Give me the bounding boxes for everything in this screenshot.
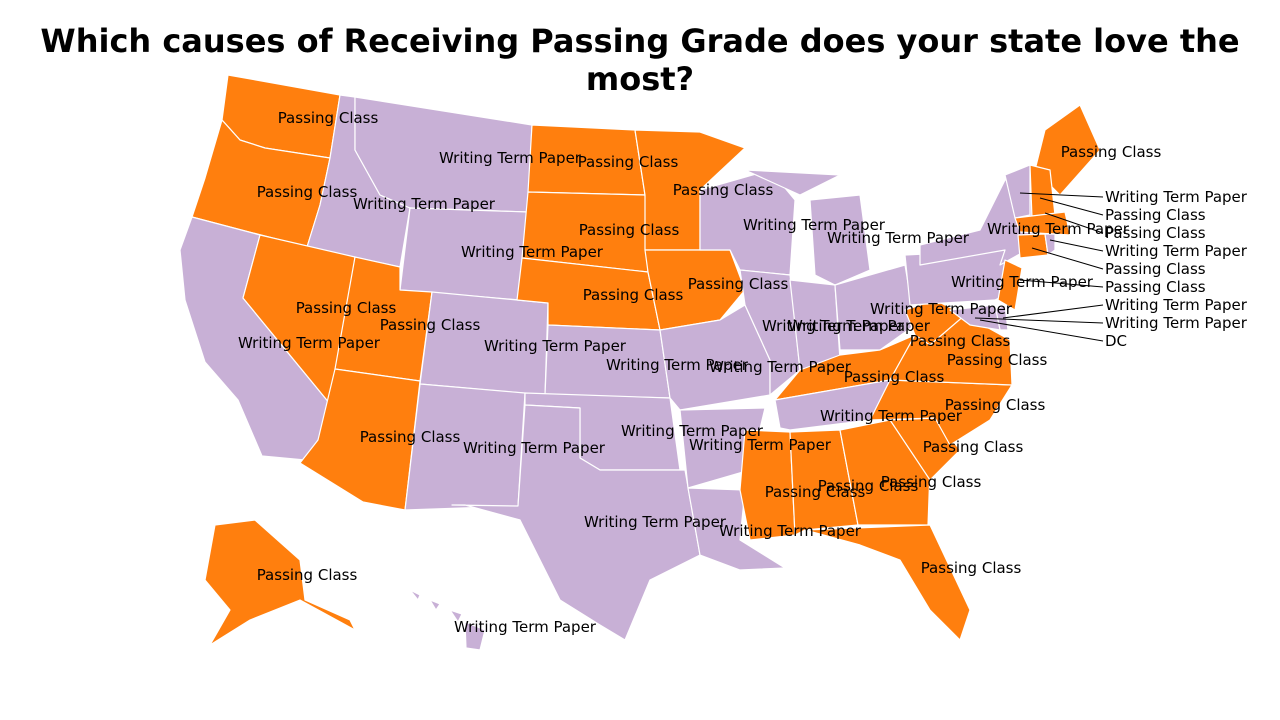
state-label-ia: Passing Class [688,275,789,293]
state-label-tx: Writing Term Paper [584,513,727,531]
state-shape-nj [997,259,1023,311]
state-shape-fl [804,524,971,641]
state-label-ga: Passing Class [881,473,982,491]
state-label-mn: Passing Class [673,181,774,199]
state-label-id: Writing Term Paper [353,195,496,213]
state-label-dc: DC [1105,332,1127,350]
leader-lines [974,192,1104,342]
state-label-nv: Passing Class [296,299,397,317]
state-label-nj: Passing Class [1105,278,1206,296]
state-label-or: Passing Class [257,183,358,201]
title-line-2: most? [585,60,695,98]
leader-line-md [974,317,1104,324]
state-label-ne: Passing Class [583,286,684,304]
state-label-mt: Writing Term Paper [439,149,582,167]
state-label-ri: Writing Term Paper [1105,242,1248,260]
state-label-vt: Writing Term Paper [1105,188,1248,206]
leader-line-vt [1019,192,1104,198]
state-label-mi: Writing Term Paper [827,229,970,247]
state-label-ct: Passing Class [1105,260,1206,278]
state-label-pa: Writing Term Paper [951,273,1094,291]
state-label-ks: Writing Term Paper [606,356,749,374]
state-shape-tx [451,404,701,641]
leader-line-ri [1049,239,1104,252]
map-title: Which causes of Receiving Passing Grade … [0,22,1280,98]
state-label-wa: Passing Class [278,109,379,127]
state-shape-vt [1004,164,1031,219]
state-label-nm: Writing Term Paper [463,439,606,457]
state-label-nd: Passing Class [578,153,679,171]
state-label-me: Passing Class [1061,143,1162,161]
state-label-ny: Writing Term Paper [987,220,1130,238]
state-label-oh: Writing Term Paper [870,300,1013,318]
state-label-nh: Passing Class [1105,206,1206,224]
state-shape-ms [739,429,796,541]
leader-line-nh [1039,197,1104,216]
state-shape-oh [834,264,916,351]
state-label-md: Writing Term Paper [1105,314,1248,332]
state-label-tn: Writing Term Paper [820,407,963,425]
state-label-in: Writing Term Paper [788,317,931,335]
state-label-la: Writing Term Paper [719,522,862,540]
leader-line-nj [1019,279,1104,288]
state-label-ca: Writing Term Paper [238,334,381,352]
state-label-ms: Passing Class [765,483,866,501]
state-label-ma: Passing Class [1105,224,1206,242]
state-shape-hi [409,589,486,651]
state-label-ok: Writing Term Paper [621,422,764,440]
leader-line-de [1002,304,1104,319]
state-shape-al [789,429,859,536]
state-label-wv: Passing Class [910,332,1011,350]
title-line-1: Which causes of Receiving Passing Grade … [40,22,1240,60]
state-label-ky: Passing Class [844,368,945,386]
state-label-wy: Writing Term Paper [461,243,604,261]
state-label-va: Passing Class [947,351,1048,369]
state-shape-ak [204,519,356,646]
state-label-ut: Passing Class [380,316,481,334]
state-label-al: Passing Class [818,477,919,495]
leader-line-ct [1031,247,1104,270]
state-shape-ri [1044,233,1056,256]
state-label-ak: Passing Class [257,566,358,584]
state-shape-me [1034,104,1101,196]
state-label-de: Writing Term Paper [1105,296,1248,314]
state-label-il: Writing Term Paper [762,317,905,335]
state-label-co: Writing Term Paper [484,337,627,355]
state-label-az: Passing Class [360,428,461,446]
state-shape-mi [744,169,871,286]
state-shapes [179,74,1101,651]
state-label-hi: Writing Term Paper [454,618,597,636]
state-label-sc: Passing Class [923,438,1024,456]
state-label-nc: Passing Class [945,396,1046,414]
leader-line-dc [979,319,1104,342]
leader-line-ma [1044,212,1104,234]
state-label-wi: Writing Term Paper [743,216,886,234]
state-shape-md [949,304,1001,331]
state-label-ar: Writing Term Paper [689,436,832,454]
state-label-mo: Writing Term Paper [709,358,852,376]
state-label-sd: Passing Class [579,221,680,239]
state-label-fl: Passing Class [921,559,1022,577]
state-shape-il [739,269,801,396]
